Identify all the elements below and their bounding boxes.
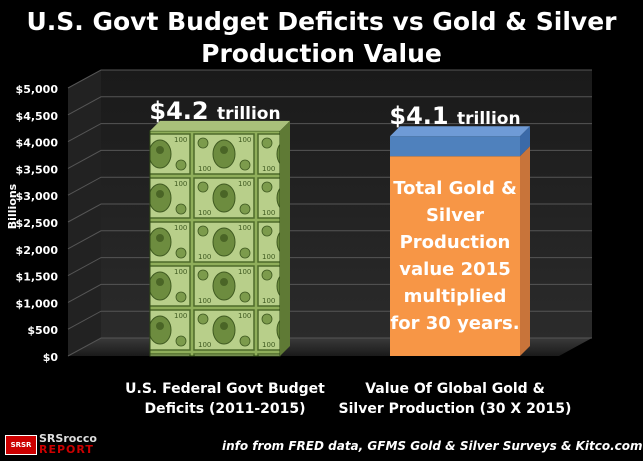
- y-tick-label: $4,000: [16, 137, 59, 150]
- logo-badge: SRSR: [5, 435, 37, 455]
- x-category-label: Deficits (2011-2015): [144, 401, 305, 417]
- y-tick-label: $2,500: [16, 217, 59, 230]
- gridline: [67, 96, 592, 116]
- bar-annotation-line: Total Gold &: [393, 178, 517, 199]
- bar-gold-silver-top-segment: [390, 136, 520, 157]
- y-tick-label: $3,500: [16, 163, 59, 176]
- srsrocco-logo: SRSR SRSrocco REPORT: [5, 432, 123, 456]
- bar-value-label: $4.1 trillion: [389, 102, 520, 130]
- y-tick-label: $2,000: [16, 244, 59, 257]
- gridline: [67, 69, 592, 89]
- bar-gold-silver-top: [390, 126, 530, 137]
- x-category-label: U.S. Federal Govt Budget: [125, 381, 325, 397]
- bar-value-label: $4.2 trillion: [149, 97, 280, 125]
- bar-deficits-top: [150, 120, 290, 131]
- y-tick-label: $3,000: [16, 190, 59, 203]
- y-tick-label: $500: [27, 324, 58, 337]
- y-tick-label: $1,000: [16, 297, 59, 310]
- value-unit: trillion: [217, 104, 281, 124]
- y-tick-label: $1,500: [16, 271, 59, 284]
- x-category-label: Value Of Global Gold &: [365, 381, 545, 397]
- value-amount: $4.2: [149, 97, 217, 125]
- logo-line2: REPORT: [39, 443, 94, 456]
- source-footer: info from FRED data, GFMS Gold & Silver …: [222, 439, 643, 453]
- y-tick-label: $5,000: [16, 83, 59, 96]
- x-category-label: Silver Production (30 X 2015): [339, 401, 572, 417]
- y-tick-label: $4,500: [16, 110, 59, 123]
- bar-annotation-line: value 2015: [399, 259, 510, 280]
- bar-annotation-line: for 30 years.: [390, 313, 519, 334]
- bar-annotation-line: multiplied: [404, 286, 507, 307]
- chart-title-line2: Production Value: [201, 39, 442, 68]
- gridline: [67, 123, 592, 143]
- value-unit: trillion: [457, 109, 521, 129]
- bar-gold-silver: [390, 156, 520, 356]
- logo-line1: SRSrocco: [39, 432, 97, 445]
- value-amount: $4.1: [389, 102, 457, 130]
- y-tick-label: $0: [43, 351, 59, 364]
- bar-deficits-side: [280, 120, 290, 356]
- y-axis-label: Billions: [6, 183, 20, 230]
- bar-annotation-line: Production: [400, 232, 511, 253]
- bar-deficits: [149, 130, 281, 357]
- bar-annotation-line: Silver: [426, 205, 484, 226]
- chart-title-line1: U.S. Govt Budget Deficits vs Gold & Silv…: [26, 7, 617, 36]
- bar-gold-silver-side: [520, 146, 530, 356]
